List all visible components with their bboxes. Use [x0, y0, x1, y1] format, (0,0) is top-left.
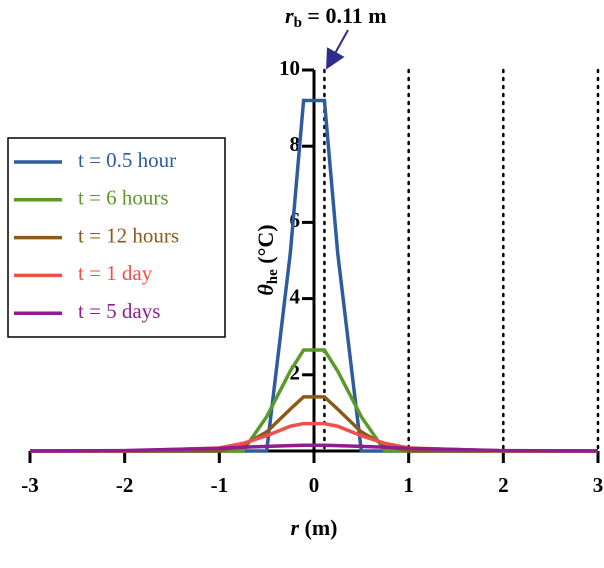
y-tick-label: 2	[290, 361, 301, 385]
x-axis-label: r (m)	[290, 515, 337, 540]
legend-label: t = 0.5 hour	[78, 148, 176, 172]
y-tick-label: 4	[290, 284, 301, 308]
x-tick-label: 1	[403, 473, 414, 497]
x-label-unit: (m)	[299, 515, 337, 540]
annotation-arrow	[326, 29, 349, 70]
x-tick-label: -2	[116, 473, 134, 497]
x-tick-label: 2	[498, 473, 509, 497]
x-tick-label: -1	[211, 473, 229, 497]
y-tick-label: 8	[290, 132, 301, 156]
legend-label: t = 5 days	[78, 299, 160, 323]
y-label-symbol: θ	[253, 284, 278, 296]
x-label-symbol: r	[290, 515, 299, 540]
x-tick-label: 3	[593, 473, 604, 497]
y-label-sub: he	[265, 269, 281, 284]
y-tick-label: 10	[279, 56, 300, 80]
annotation-sub: b	[294, 15, 302, 31]
legend-label: t = 12 hours	[78, 223, 179, 247]
x-tick-label: -3	[21, 473, 39, 497]
x-tick-label: 0	[309, 473, 320, 497]
annotation-symbol: r	[285, 3, 294, 28]
legend-label: t = 6 hours	[78, 186, 169, 210]
annotation: rb = 0.11 m	[285, 3, 387, 31]
series-line	[29, 443, 599, 453]
y-axis-label: θhe (°C)	[253, 224, 281, 295]
series-line	[30, 348, 598, 453]
legend-label: t = 1 day	[78, 261, 153, 285]
annotation-rest: = 0.11 m	[302, 3, 387, 28]
y-label-unit: (°C)	[253, 224, 278, 269]
